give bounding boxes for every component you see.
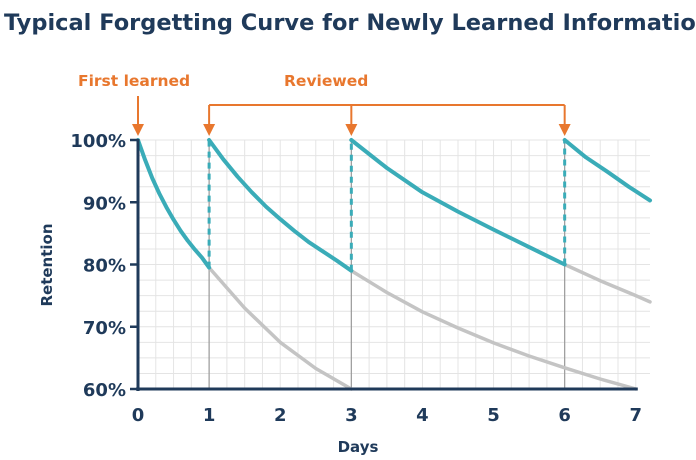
grid [138,139,650,389]
x-tick-label: 0 [132,405,145,426]
retention-curve [562,138,652,203]
retention-curve [207,138,354,273]
x-tick-label: 7 [630,405,643,426]
first-learned-label: First learned [78,72,190,90]
y-tick-label: 60% [83,380,126,401]
reviewed-arrow-head [345,124,358,136]
series-lines [136,138,652,391]
x-tick-label: 5 [487,405,500,426]
reviewed-arrow-head [203,124,216,136]
y-tick-label: 70% [83,318,126,339]
y-tick-label: 90% [83,193,126,214]
x-tick-label: 6 [558,405,571,426]
x-axis-label: Days [338,438,379,456]
x-tick-label: 2 [274,405,287,426]
chart-title: Typical Forgetting Curve for Newly Learn… [4,10,696,36]
reviewed-label: Reviewed [284,72,368,90]
forgetting-curve [349,268,638,391]
x-tick-label: 1 [203,405,216,426]
retention-curve [349,138,567,267]
tick-labels: 60% 70% 80% 90% 100% 0 1 2 3 4 5 6 7 [70,131,642,426]
retention-curve [136,138,212,270]
y-tick-label: 100% [70,131,126,152]
forgetting-curve [207,265,354,391]
y-tick-label: 80% [83,256,126,277]
x-tick-label: 3 [345,405,358,426]
forgetting-curve [562,262,652,304]
annotations: First learned Reviewed [78,72,571,136]
x-tick-label: 4 [416,405,429,426]
first-learned-arrow-head [132,124,144,136]
reviewed-arrow-head [558,124,571,136]
y-axis-label: Retention [38,223,56,306]
review-drops [207,140,567,271]
